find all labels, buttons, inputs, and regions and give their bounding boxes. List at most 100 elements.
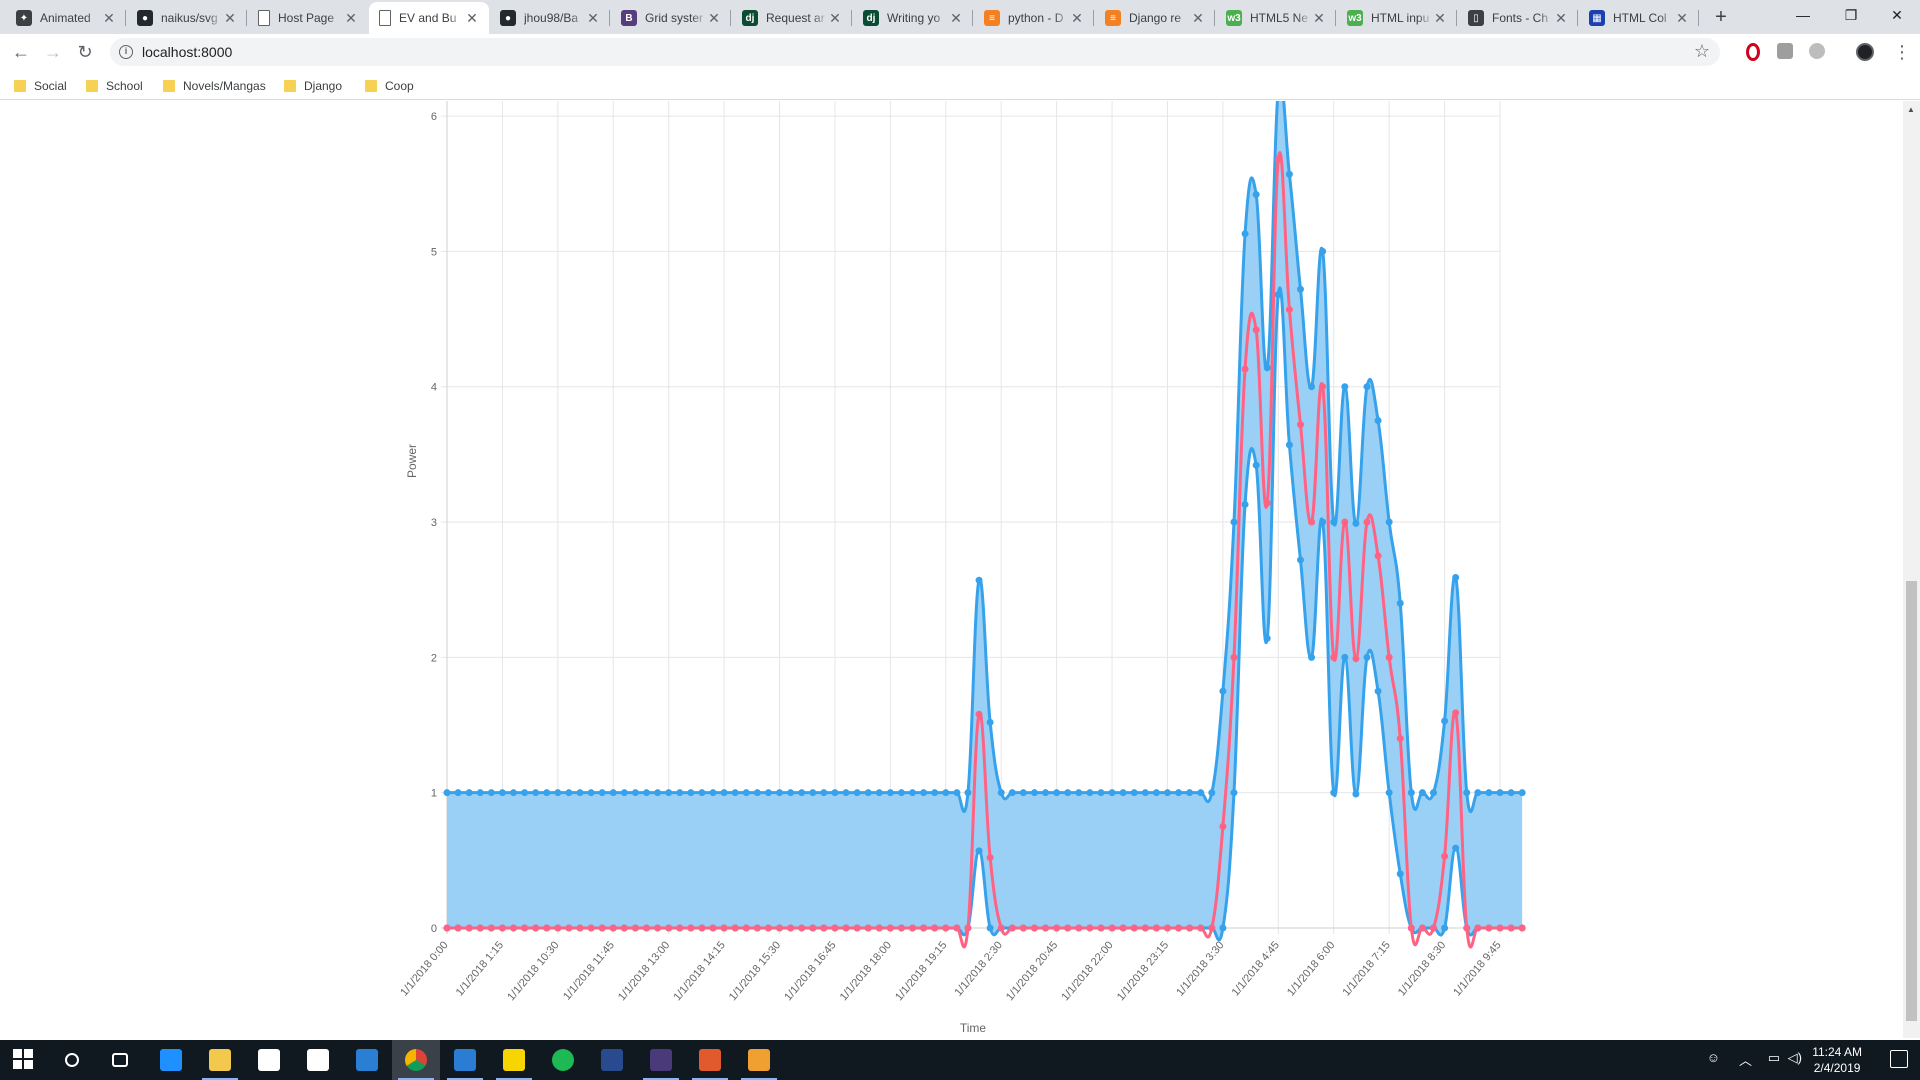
new-tab-button[interactable]: +	[1715, 6, 1727, 28]
info-icon[interactable]: i	[119, 45, 133, 59]
mean-data-point	[1119, 924, 1127, 932]
people-icon[interactable]: ☺	[1706, 1050, 1720, 1065]
extension-icon[interactable]	[1777, 43, 1793, 59]
browser-tab[interactable]: ● jhou98/Ba ✕	[490, 2, 610, 34]
browser-tab[interactable]: ≡ Django re ✕	[1095, 2, 1215, 34]
forward-icon[interactable]: →	[44, 42, 62, 62]
x-tick-label: 1/1/2018 11:45	[561, 939, 617, 1002]
back-icon[interactable]: ←	[12, 42, 30, 62]
bookmark-folder[interactable]: Novels/Mangas	[163, 77, 266, 95]
bookmark-folder[interactable]: Django	[284, 77, 342, 95]
page-scrollbar[interactable]: ▲	[1903, 101, 1920, 1038]
git-icon[interactable]	[686, 1040, 734, 1080]
volume-icon[interactable]: ◁)	[1787, 1050, 1802, 1065]
browser-tab[interactable]: dj Request ar ✕	[732, 2, 852, 34]
browser-tab[interactable]: EV and Bu ✕	[369, 2, 489, 34]
extension-icon[interactable]	[1809, 43, 1825, 59]
powershell-icon[interactable]	[588, 1040, 636, 1080]
mean-data-point	[1008, 924, 1016, 932]
scrollbar-thumb[interactable]	[1906, 581, 1917, 1021]
close-tab-icon[interactable]: ✕	[708, 9, 720, 26]
bookmark-folder[interactable]: Social	[14, 77, 67, 95]
browser-tab[interactable]: w3 HTML inpu ✕	[1337, 2, 1457, 34]
bookmark-folder[interactable]: School	[86, 77, 143, 95]
start-icon[interactable]	[0, 1040, 48, 1080]
close-tab-icon[interactable]: ✕	[1555, 9, 1567, 26]
close-tab-icon[interactable]: ✕	[950, 9, 962, 26]
y-axis-ticks: 0 1 2 3 4 5 6	[431, 111, 437, 935]
tab-title: EV and Bu	[399, 11, 457, 25]
edge-icon[interactable]	[147, 1040, 195, 1080]
browser-tab[interactable]: B Grid syster ✕	[611, 2, 731, 34]
browser-tab[interactable]: ≡ python - D ✕	[974, 2, 1094, 34]
search-icon[interactable]	[48, 1040, 96, 1080]
w3schools-icon: w3	[1226, 10, 1242, 26]
mean-data-point	[1086, 924, 1094, 932]
menu-icon[interactable]: ⋮	[1893, 42, 1911, 62]
close-window-button[interactable]: ✕	[1891, 7, 1903, 23]
close-tab-icon[interactable]: ✕	[466, 9, 478, 26]
close-tab-icon[interactable]: ✕	[587, 9, 599, 26]
upper-data-point	[986, 718, 994, 726]
github-icon: ●	[500, 10, 516, 26]
close-tab-icon[interactable]: ✕	[224, 9, 236, 26]
lower-data-point	[1341, 653, 1349, 661]
mean-data-point	[1152, 924, 1160, 932]
close-tab-icon[interactable]: ✕	[829, 9, 841, 26]
browser-tab[interactable]: ▯ Fonts - Ch ✕	[1458, 2, 1578, 34]
browser-tab[interactable]: w3 HTML5 Ne ✕	[1216, 2, 1336, 34]
spotify-icon[interactable]	[539, 1040, 587, 1080]
upper-data-point	[1319, 247, 1327, 255]
close-tab-icon[interactable]: ✕	[1071, 9, 1083, 26]
mail-icon[interactable]	[294, 1040, 342, 1080]
tab-title: Host Page	[278, 11, 335, 25]
browser-tab[interactable]: Host Page ✕	[248, 2, 368, 34]
minimize-button[interactable]: —	[1796, 7, 1810, 23]
mean-data-point	[1274, 155, 1282, 163]
file-explorer-icon[interactable]	[196, 1040, 244, 1080]
x-tick-label: 1/1/2018 10:30	[505, 939, 561, 1003]
paint-icon[interactable]	[735, 1040, 783, 1080]
close-tab-icon[interactable]: ✕	[1434, 9, 1446, 26]
notifications-icon[interactable]	[1890, 1050, 1908, 1068]
network-icon[interactable]: ▭	[1767, 1050, 1780, 1065]
close-tab-icon[interactable]: ✕	[1676, 9, 1688, 26]
close-tab-icon[interactable]: ✕	[345, 9, 357, 26]
browser-tab[interactable]: dj Writing yo ✕	[853, 2, 973, 34]
store-icon[interactable]	[245, 1040, 293, 1080]
tab-separator	[730, 10, 731, 26]
scroll-up-icon[interactable]: ▲	[1907, 105, 1915, 114]
reload-icon[interactable]: ↻	[77, 42, 93, 62]
upper-data-point	[1496, 789, 1504, 797]
close-tab-icon[interactable]: ✕	[1192, 9, 1204, 26]
upper-data-point	[1141, 789, 1149, 797]
show-hidden-icons-icon[interactable]: ︿	[1738, 1053, 1752, 1068]
restore-button[interactable]: ❐	[1844, 7, 1858, 23]
vscode-icon[interactable]	[441, 1040, 489, 1080]
search-icon	[65, 1053, 79, 1067]
browser-tab[interactable]: ● naikus/svg ✕	[127, 2, 247, 34]
browser-tab[interactable]: ✦ Animated ✕	[6, 2, 126, 34]
opera-extension-icon[interactable]	[1746, 43, 1760, 61]
chrome-icon[interactable]	[392, 1040, 440, 1080]
tab-separator	[1214, 10, 1215, 26]
visual-studio-icon	[650, 1049, 672, 1071]
avatar[interactable]	[1856, 43, 1874, 61]
upper-data-point	[1285, 170, 1293, 178]
close-tab-icon[interactable]: ✕	[1313, 9, 1325, 26]
bookmark-folder[interactable]: Coop	[365, 77, 414, 95]
address-bar[interactable]: i localhost:8000 ☆	[110, 38, 1720, 66]
x-tick-label: 1/1/2018 4:45	[1230, 939, 1282, 998]
visual-studio-icon[interactable]	[637, 1040, 685, 1080]
sticky-notes-icon[interactable]	[490, 1040, 538, 1080]
bookmark-star-icon[interactable]: ☆	[1693, 41, 1710, 61]
close-tab-icon[interactable]: ✕	[103, 9, 115, 26]
upper-data-point	[1186, 789, 1194, 797]
browser-tab[interactable]: ▦ HTML Col ✕	[1579, 2, 1699, 34]
tab-title: HTML inpu	[1371, 11, 1430, 25]
task-view-icon[interactable]	[96, 1040, 144, 1080]
rdp-icon[interactable]	[343, 1040, 391, 1080]
taskbar-clock[interactable]: 11:24 AM 2/4/2019	[1812, 1044, 1862, 1076]
upper-data-point	[1418, 789, 1426, 797]
x-tick-label: 1/1/2018 20:45	[1004, 939, 1060, 1003]
